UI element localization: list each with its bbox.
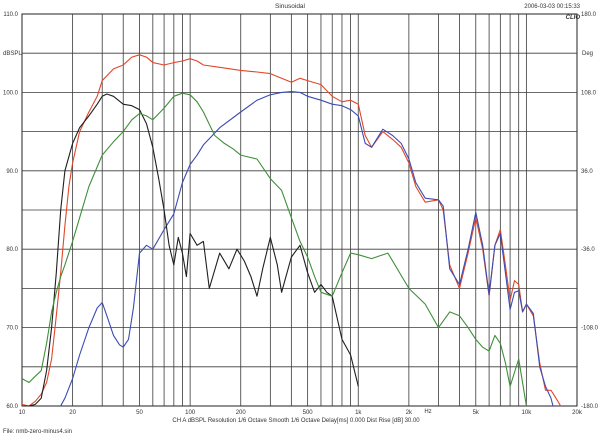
timestamp: 2006-03-03 00:15:33: [524, 4, 580, 10]
y-tick-label: 80.0: [6, 247, 18, 253]
series-line-1: [22, 54, 562, 406]
x-tick-label: 100: [185, 410, 196, 416]
y-tick-label: 100.0: [3, 90, 19, 96]
footer-settings: CH A dBSPL Resolution 1/6 Octave Smooth …: [172, 418, 420, 424]
footer-file: File: nmb-zero-minus4.sin: [3, 429, 72, 435]
x-tick-label: 2k: [406, 410, 413, 416]
clio-logo: CLIO: [566, 15, 581, 21]
series-line-3: [22, 93, 359, 406]
y2-axis-label: Deg: [582, 51, 593, 57]
y2-tick-label: 36.0: [581, 169, 593, 175]
x-tick-label: 10k: [522, 410, 533, 416]
x-tick-label: 5k: [473, 410, 480, 416]
series-line-4: [22, 92, 527, 406]
y-axis-label: dBSPL: [3, 51, 22, 57]
series-line-2: [59, 91, 554, 406]
series-group: [22, 54, 562, 406]
y-tick-label: 110.0: [3, 12, 18, 18]
x-tick-label: 10: [19, 410, 26, 416]
x-tick-label: 50: [136, 410, 143, 416]
y2-tick-label: -108.0: [581, 326, 599, 332]
x-tick-label: 1k: [355, 410, 362, 416]
y2-tick-label: 108.0: [581, 90, 597, 96]
y2-tick-label: 180.0: [581, 12, 597, 18]
chart-title: Sinusoidal: [275, 3, 306, 10]
y-tick-label: 60.0: [6, 404, 18, 410]
y2-tick-label: -180.0: [581, 404, 599, 410]
y-tick-label: 70.0: [6, 326, 18, 332]
x-axis-unit: Hz: [424, 409, 431, 415]
x-tick-label: 500: [303, 410, 314, 416]
tick-labels: 10 20 50 100 200 500 1k 2k 5k 10k 20k 60.0 70.0 80.0 9…: [3, 12, 599, 416]
x-tick-label: 200: [236, 410, 247, 416]
y2-tick-label: -36.0: [581, 247, 595, 253]
x-tick-label: 20: [69, 410, 76, 416]
y-tick-label: 90.0: [6, 169, 18, 175]
x-tick-label: 20k: [572, 410, 583, 416]
